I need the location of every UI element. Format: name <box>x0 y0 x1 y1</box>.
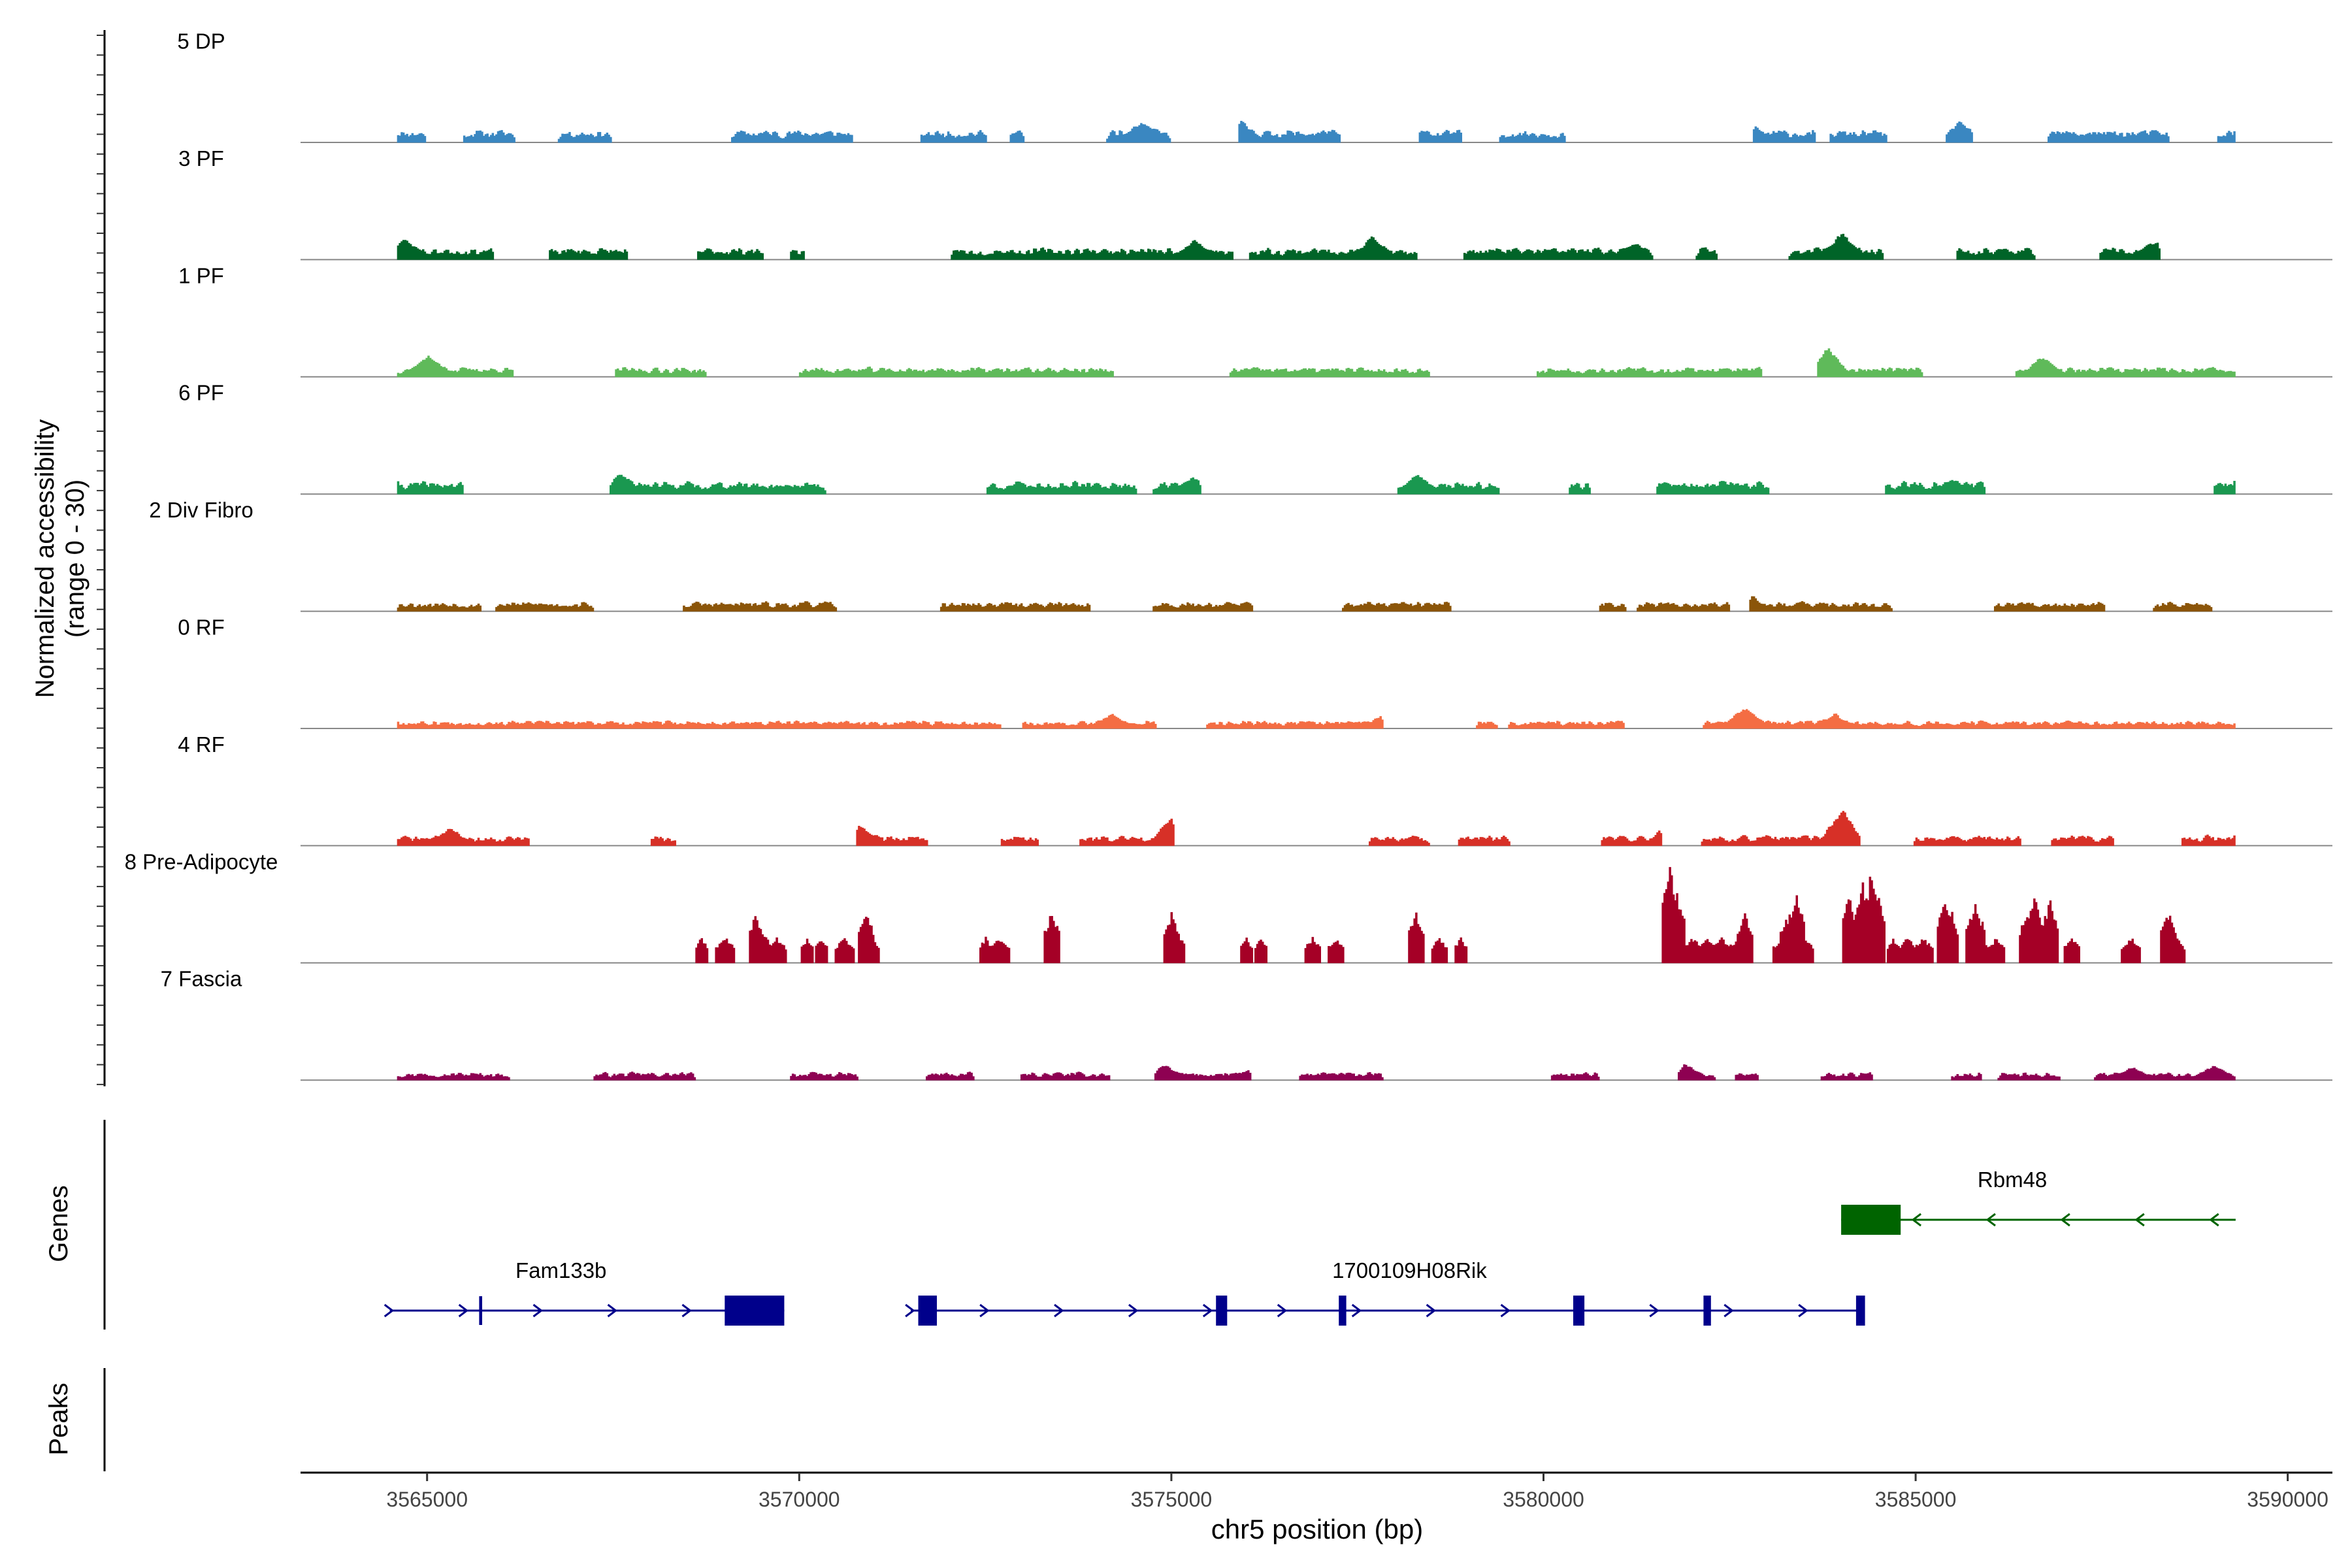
coverage-area <box>397 811 2236 846</box>
gene-label: Fam133b <box>515 1258 606 1282</box>
strand-arrow <box>1054 1303 1064 1318</box>
strand-arrow <box>458 1303 469 1318</box>
x-tick-label: 3590000 <box>2247 1488 2328 1511</box>
track-4-rf: 4 RF <box>178 732 2332 847</box>
strand-arrow <box>1500 1303 1511 1318</box>
coverage-area <box>397 233 2161 260</box>
track-8-pre-adipocyte: 8 Pre-Adipocyte <box>125 849 2332 964</box>
gene-1700109h08rik: 1700109H08Rik <box>905 1258 1865 1326</box>
strand-arrow <box>1723 1303 1734 1318</box>
strand-arrow <box>979 1303 990 1318</box>
gene-exon <box>1841 1205 1901 1235</box>
strand-arrow <box>2060 1213 2070 1227</box>
y-axis-label-line1: Normalized accessibility <box>31 419 59 698</box>
gene-exon <box>1339 1296 1347 1326</box>
coverage-tracks: 5 DP 3 PF 1 PF 6 PF 2 Div Fibro 0 RF 4 RF 8 Pre… <box>125 29 2332 1081</box>
gene-exon <box>1573 1296 1585 1326</box>
gene-exon <box>1216 1296 1228 1326</box>
strand-arrow <box>607 1303 617 1318</box>
track-3-pf: 3 PF <box>178 146 2332 261</box>
genes-panel-label: Genes <box>44 1185 73 1262</box>
track-0-rf: 0 RF <box>178 615 2332 729</box>
strand-arrow <box>1128 1303 1139 1318</box>
strand-arrow <box>905 1303 915 1318</box>
track-label: 2 Div Fibro <box>149 498 253 522</box>
strand-arrow <box>1277 1303 1288 1318</box>
track-label: 8 Pre-Adipocyte <box>125 849 278 874</box>
x-tick-label: 3580000 <box>1503 1488 1584 1511</box>
peaks-panel-label: Peaks <box>44 1382 73 1455</box>
strand-arrow <box>1202 1303 1213 1318</box>
gene-annotation-track: Rbm48 Fam133b 1700109H08Rik <box>384 1168 2236 1326</box>
strand-arrow <box>2209 1213 2219 1227</box>
x-tick-label: 3570000 <box>759 1488 840 1511</box>
gene-exon <box>1703 1296 1711 1326</box>
track-label: 6 PF <box>178 381 224 405</box>
track-label: 4 RF <box>178 732 225 757</box>
x-axis-title: chr5 position (bp) <box>1211 1514 1424 1544</box>
x-axis: 3565000 3570000 3575000 3580000 3585000 35900… <box>301 1471 2332 1511</box>
track-2-div-fibro: 2 Div Fibro <box>149 498 2332 612</box>
gene-exon <box>725 1296 785 1326</box>
track-1-pf: 1 PF <box>178 263 2332 378</box>
gene-exon <box>479 1296 482 1325</box>
track-label: 0 RF <box>178 615 225 640</box>
coverage-area <box>397 1064 2236 1081</box>
strand-arrow <box>1798 1303 1808 1318</box>
strand-arrow <box>1351 1303 1362 1318</box>
track-label: 1 PF <box>178 263 224 287</box>
track-6-pf: 6 PF <box>178 381 2332 495</box>
track-label: 7 Fascia <box>161 967 242 991</box>
coverage-area <box>397 121 2236 143</box>
y-axis-label-line2: (range 0 - 30) <box>61 480 90 638</box>
gene-label: 1700109H08Rik <box>1332 1258 1487 1282</box>
x-tick-label: 3585000 <box>1875 1488 1957 1511</box>
x-tick-label: 3575000 <box>1131 1488 1213 1511</box>
track-7-fascia: 7 Fascia <box>161 967 2332 1081</box>
strand-arrow <box>1911 1213 1922 1227</box>
accessibility-y-axis <box>97 30 106 1086</box>
coverage-area <box>397 596 2213 612</box>
strand-arrow <box>1985 1213 1996 1227</box>
strand-arrow <box>384 1303 395 1318</box>
strand-arrow <box>2134 1213 2145 1227</box>
x-tick-label: 3565000 <box>386 1488 468 1511</box>
coverage-area <box>397 474 2236 495</box>
gene-rbm48: Rbm48 <box>1841 1168 2236 1235</box>
track-label: 5 DP <box>177 29 225 54</box>
strand-arrow <box>532 1303 543 1318</box>
strand-arrow <box>681 1303 692 1318</box>
coverage-area <box>397 348 2236 378</box>
strand-arrow <box>1649 1303 1659 1318</box>
coverage-area <box>397 709 2236 729</box>
gene-exon <box>1855 1296 1865 1326</box>
track-label: 3 PF <box>178 146 224 171</box>
track-5-dp: 5 DP <box>177 29 2332 143</box>
coverage-area <box>695 867 2186 964</box>
gene-fam133b: Fam133b <box>384 1258 785 1326</box>
gene-exon <box>918 1296 937 1326</box>
strand-arrow <box>1426 1303 1437 1318</box>
gene-label: Rbm48 <box>1978 1168 2047 1192</box>
